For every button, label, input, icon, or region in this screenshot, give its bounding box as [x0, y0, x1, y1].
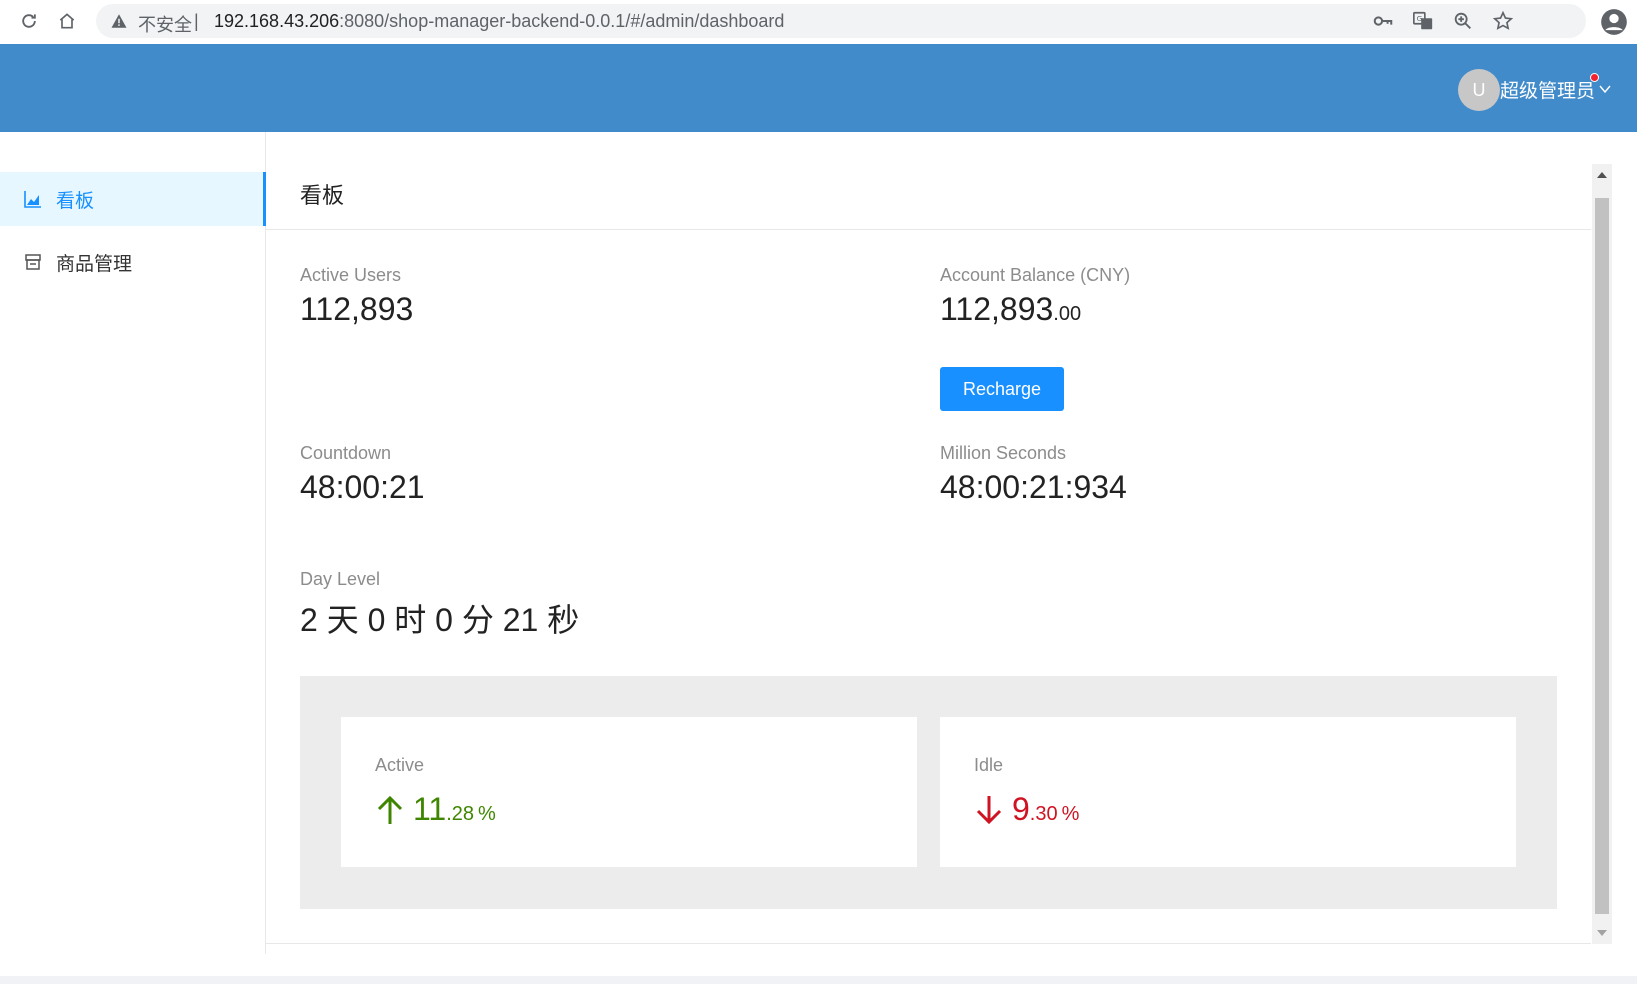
million-seconds-label: Million Seconds — [940, 443, 1067, 463]
title-divider — [266, 229, 1591, 230]
url-text[interactable]: 192.168.43.206:8080/shop-manager-backend… — [214, 11, 785, 31]
sidebar-item-label: 看板 — [56, 190, 95, 212]
key-icon[interactable] — [1372, 10, 1394, 32]
translate-icon[interactable]: G — [1412, 10, 1434, 32]
profile-icon[interactable] — [1600, 8, 1628, 36]
notification-dot — [1590, 73, 1599, 82]
security-status[interactable]: 不安全 — [138, 15, 192, 35]
active-rate-card: Active 11.28% — [341, 717, 917, 867]
sidebar-item-dashboard[interactable]: 看板 — [0, 172, 266, 226]
countdown-value: 48:00:21 — [300, 469, 425, 505]
content-scrollbar[interactable] — [1592, 164, 1612, 944]
idle-rate-value: 9.30% — [974, 791, 1079, 828]
day-level-value: 2 天 0 时 0 分 21 秒 — [300, 602, 580, 638]
active-rate-value: 11.28% — [375, 791, 496, 828]
sidebar-item-label: 商品管理 — [56, 253, 133, 275]
account-balance-value: 112,893.00 — [940, 291, 1082, 327]
avatar[interactable]: U — [1458, 69, 1500, 111]
browser-toolbar: 不安全 | 192.168.43.206:8080/shop-manager-b… — [0, 0, 1637, 44]
page-title: 看板 — [300, 183, 345, 208]
rate-panel: Active 11.28% Idle 9.30% — [300, 676, 1557, 909]
url-separator: | — [194, 11, 199, 31]
address-bar[interactable]: 不安全 | 192.168.43.206:8080/shop-manager-b… — [96, 4, 1586, 38]
zoom-icon[interactable] — [1452, 10, 1474, 32]
active-users-value: 112,893 — [300, 291, 414, 327]
area-chart-icon — [24, 191, 41, 208]
app-header: U 超级管理员 — [0, 44, 1637, 132]
dashboard-content: 看板 Active Users 112,893 Account Balance … — [266, 164, 1591, 944]
recharge-button[interactable]: Recharge — [940, 367, 1064, 411]
svg-text:G: G — [1417, 14, 1423, 23]
arrow-down-icon — [976, 795, 1002, 824]
sidebar: 看板 商品管理 — [0, 132, 266, 954]
page-footer-strip — [0, 976, 1637, 984]
countdown-label: Countdown — [300, 443, 392, 463]
million-seconds-value: 48:00:21:934 — [940, 469, 1127, 505]
shop-icon — [25, 254, 41, 270]
chevron-down-icon[interactable] — [1598, 82, 1612, 96]
idle-rate-card: Idle 9.30% — [940, 717, 1516, 867]
idle-rate-label: Idle — [974, 755, 1004, 775]
scroll-up-arrow-icon[interactable] — [1597, 172, 1607, 178]
active-users-label: Active Users — [300, 265, 402, 285]
arrow-up-icon — [377, 795, 403, 824]
scroll-thumb[interactable] — [1595, 198, 1609, 914]
active-rate-label: Active — [375, 755, 425, 775]
star-icon[interactable] — [1492, 10, 1514, 32]
sidebar-item-products[interactable]: 商品管理 — [0, 235, 266, 289]
reload-icon[interactable] — [16, 8, 42, 34]
day-level-label: Day Level — [300, 569, 381, 589]
home-icon[interactable] — [54, 8, 80, 34]
user-menu-name[interactable]: 超级管理员 — [1500, 81, 1596, 102]
scroll-down-arrow-icon[interactable] — [1597, 930, 1607, 936]
account-balance-label: Account Balance (CNY) — [940, 265, 1131, 285]
warning-icon — [111, 14, 127, 28]
